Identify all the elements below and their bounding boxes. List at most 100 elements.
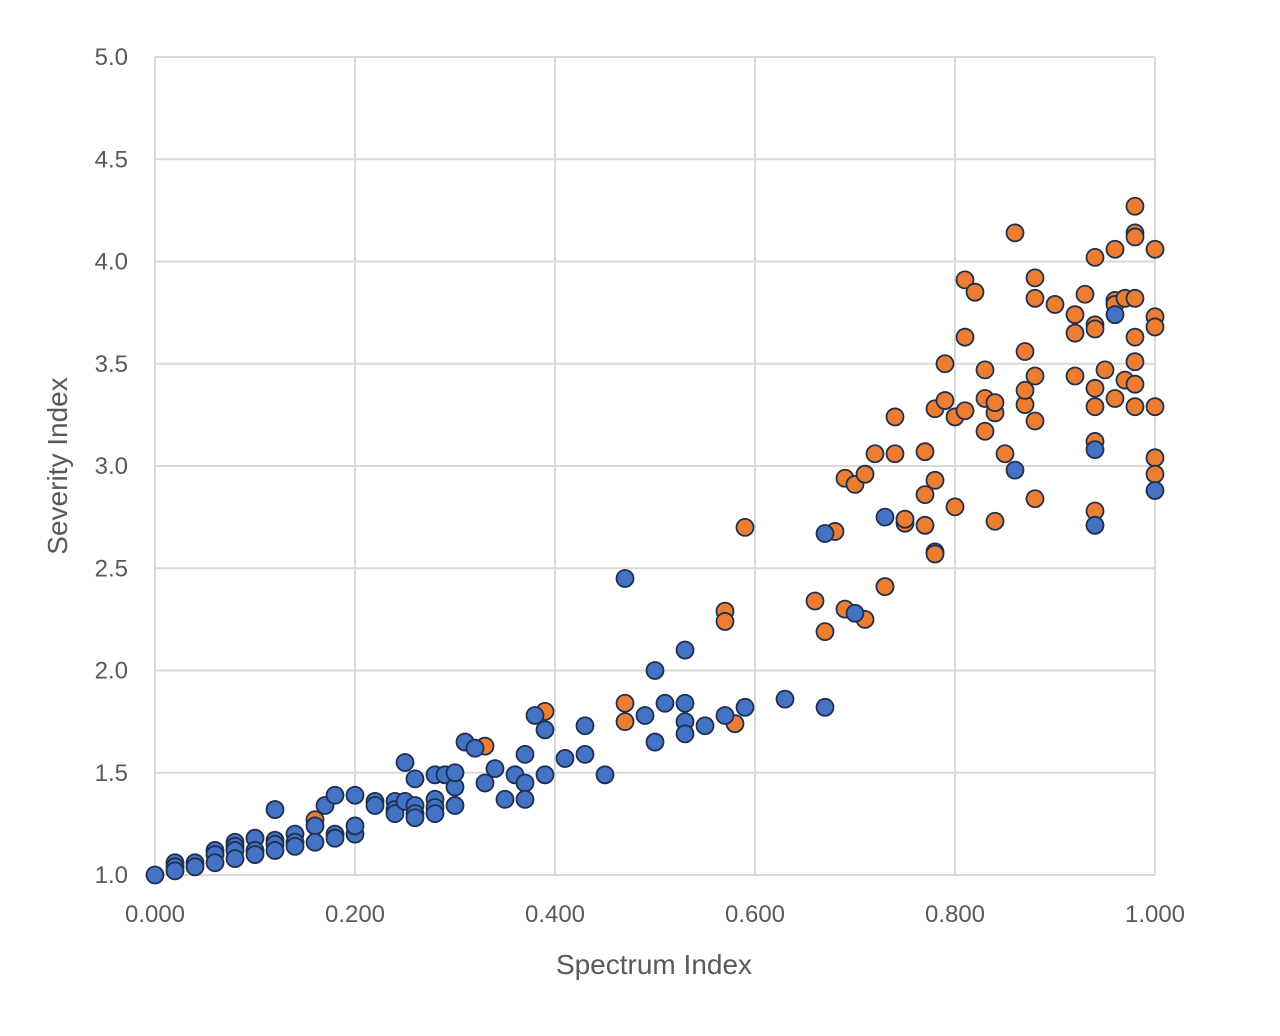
data-point — [865, 444, 885, 464]
y-tick-label: 1.5 — [95, 760, 128, 787]
data-point — [955, 327, 975, 347]
data-point — [845, 603, 865, 623]
data-point — [855, 464, 875, 484]
data-point — [425, 804, 445, 824]
data-point — [695, 716, 715, 736]
data-point — [955, 401, 975, 421]
data-point — [815, 622, 835, 642]
data-point — [1065, 323, 1085, 343]
data-point — [1125, 397, 1145, 417]
data-point — [1025, 411, 1045, 431]
data-point — [635, 706, 655, 725]
data-point — [1085, 319, 1105, 339]
data-point — [325, 785, 345, 805]
data-point — [465, 738, 485, 758]
data-point — [975, 421, 995, 441]
data-point — [805, 591, 825, 611]
data-point — [485, 759, 505, 779]
data-point — [715, 706, 735, 725]
data-point — [305, 832, 325, 852]
data-point — [985, 511, 1005, 531]
data-point — [1145, 481, 1165, 500]
x-tick-label: 1.000 — [1125, 901, 1185, 928]
data-point — [345, 816, 365, 836]
data-point — [775, 689, 795, 709]
y-axis-title: Severity Index — [42, 377, 73, 554]
y-tick-label: 4.0 — [95, 249, 128, 276]
data-point — [265, 841, 285, 860]
data-point — [1145, 397, 1165, 417]
data-point — [985, 393, 1005, 413]
data-point — [1015, 342, 1035, 361]
data-point — [675, 693, 695, 713]
data-point — [645, 732, 665, 752]
data-point — [1085, 378, 1105, 398]
x-tick-label: 0.000 — [125, 901, 185, 928]
data-point — [525, 706, 545, 725]
data-point — [915, 442, 935, 462]
y-tick-label: 2.5 — [95, 555, 128, 582]
data-point — [885, 444, 905, 464]
data-point — [405, 769, 425, 789]
data-point — [1105, 239, 1125, 259]
data-point — [615, 569, 635, 588]
y-tick-label: 3.5 — [95, 351, 128, 378]
data-point — [915, 485, 935, 505]
x-tick-label: 0.600 — [725, 901, 785, 928]
y-tick-label: 1.0 — [95, 862, 128, 889]
data-point — [305, 816, 325, 836]
data-point — [1085, 515, 1105, 535]
data-point — [205, 853, 225, 873]
data-point — [265, 800, 285, 819]
y-tick-label: 4.5 — [95, 146, 128, 173]
data-point — [645, 661, 665, 680]
data-point — [535, 720, 555, 740]
data-point — [165, 861, 185, 881]
data-point — [1125, 227, 1145, 247]
data-point — [345, 785, 365, 805]
data-point — [1145, 317, 1165, 337]
data-point — [615, 693, 635, 713]
data-point — [1145, 448, 1165, 468]
data-point — [575, 716, 595, 736]
data-point — [1025, 288, 1045, 308]
data-point — [1005, 223, 1025, 243]
data-point — [1145, 239, 1165, 259]
x-tick-label: 0.200 — [325, 901, 385, 928]
y-tick-label: 3.0 — [95, 453, 128, 480]
x-tick-label: 0.800 — [925, 901, 985, 928]
data-point — [395, 753, 415, 772]
data-point — [925, 544, 945, 564]
data-point — [895, 509, 915, 529]
data-point — [885, 407, 905, 427]
data-point — [935, 391, 955, 410]
data-point — [995, 444, 1015, 464]
data-point — [935, 354, 955, 374]
data-point — [475, 773, 495, 793]
data-point — [1125, 352, 1145, 372]
tick-labels: 0.000 0.200 0.400 0.600 0.800 1.000 1.0 1.5 2.0 2… — [95, 44, 1185, 928]
data-point — [1025, 366, 1045, 386]
data-point — [675, 724, 695, 744]
data-point — [595, 765, 615, 785]
data-point — [1085, 440, 1105, 460]
data-point — [515, 789, 535, 809]
data-point — [1045, 295, 1065, 314]
data-point — [285, 836, 305, 856]
data-point — [945, 497, 965, 517]
data-point — [1025, 268, 1045, 288]
data-point — [445, 796, 465, 815]
data-point — [1125, 374, 1145, 394]
data-point — [405, 808, 425, 828]
y-tick-label: 2.0 — [95, 658, 128, 685]
data-points — [145, 196, 1165, 885]
data-point — [735, 517, 755, 537]
data-point — [655, 693, 675, 713]
data-point — [965, 282, 985, 302]
data-point — [815, 697, 835, 717]
data-point — [385, 804, 405, 824]
data-point — [445, 763, 465, 783]
data-point — [915, 515, 935, 535]
data-point — [975, 360, 995, 380]
